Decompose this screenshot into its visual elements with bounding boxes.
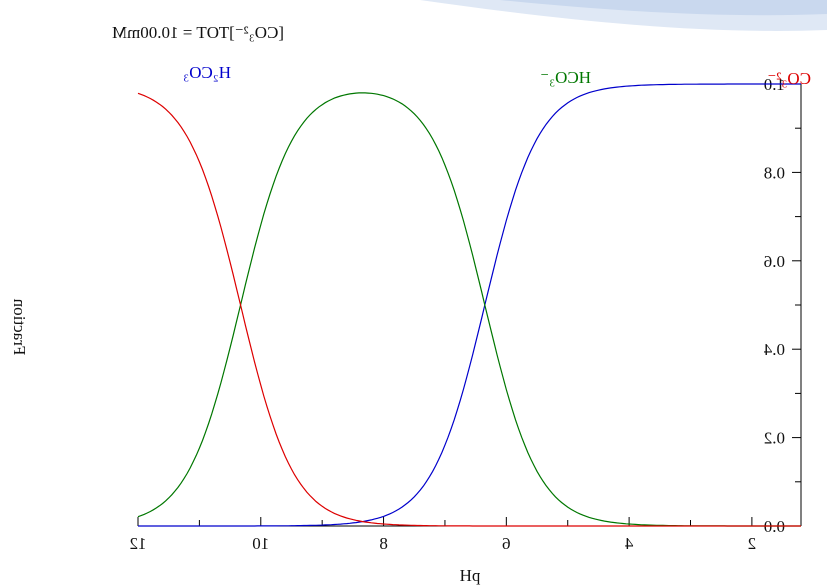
x-tick-label: 4: [624, 534, 633, 553]
series-label-hco3: HCO₃⁻: [540, 68, 591, 87]
chart-labels: [CO₃²⁻]TOT = 10.00mM pH Fraction H₂CO₃ H…: [10, 23, 811, 585]
hco3-line: [137, 92, 801, 527]
y-tick-label: 0.4: [763, 340, 785, 359]
x-tick-label: 6: [502, 534, 511, 553]
x-tick-label: 12: [130, 534, 147, 553]
x-tick-label: 2: [748, 534, 757, 553]
x-tick-label: 10: [252, 534, 269, 553]
x-axis-label: pH: [460, 566, 481, 585]
h2co3-line: [138, 83, 801, 527]
series-lines: [137, 83, 801, 527]
series-label-co3: CO₃²⁻: [767, 69, 811, 88]
y-axis-label: Fraction: [10, 298, 29, 355]
y-tick-label: 0.6: [764, 252, 785, 271]
y-tick-label: 0.2: [764, 429, 785, 448]
co3-line: [137, 92, 801, 527]
chart-title: [CO₃²⁻]TOT = 10.00mM: [112, 23, 284, 42]
series-label-h2co3: H₂CO₃: [183, 63, 231, 82]
axes: [138, 84, 802, 527]
y-tick-label: 0.8: [764, 163, 785, 182]
x-tick-label: 8: [379, 534, 388, 553]
